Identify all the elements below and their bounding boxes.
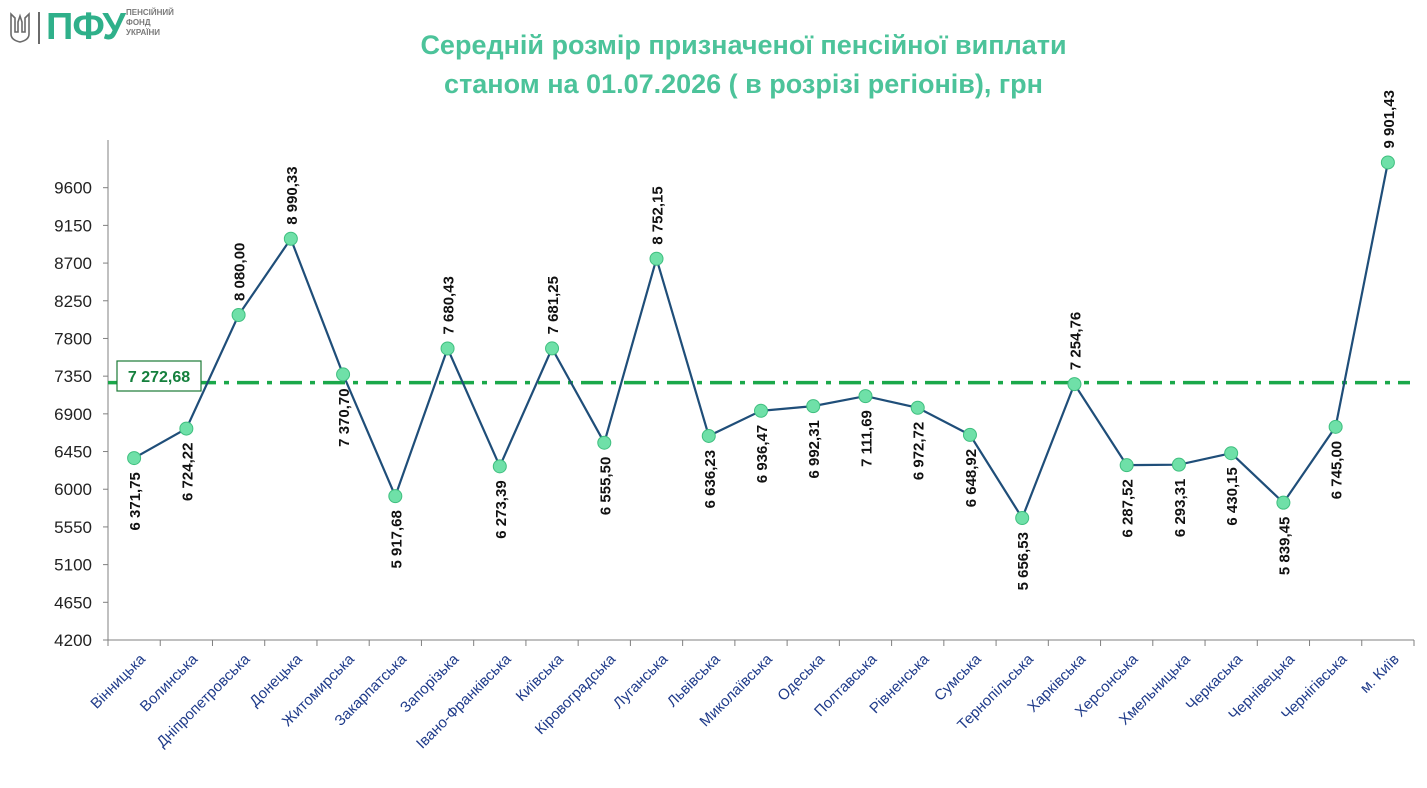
data-label: 7 111,69: [858, 410, 875, 467]
average-label: 7 272,68: [128, 369, 190, 386]
chart-title-line: станом на 01.07.2026 ( в розрізі регіоні…: [444, 69, 1043, 99]
data-point: [1328, 419, 1343, 434]
data-point: [1276, 495, 1291, 510]
data-label: 7 681,25: [545, 276, 562, 334]
y-tick-label: 8250: [54, 292, 92, 311]
data-label: 6 273,39: [493, 480, 510, 538]
logo-subtitle: ПЕНСІЙНИЙ ФОНД УКРАЇНИ: [126, 8, 186, 38]
data-point: [858, 389, 873, 404]
pfu-logo: ПФУ ПЕНСІЙНИЙ ФОНД УКРАЇНИ: [4, 4, 174, 48]
y-tick-label: 4200: [54, 631, 92, 650]
data-point: [754, 403, 768, 418]
data-point: [1224, 446, 1239, 461]
data-point: [701, 428, 716, 443]
data-point: [179, 421, 194, 436]
data-label: 6 724,22: [179, 443, 196, 501]
data-label: 8 752,15: [650, 186, 667, 244]
data-label: 9 901,43: [1381, 90, 1398, 148]
data-point: [1171, 457, 1186, 472]
data-point: [1119, 458, 1134, 473]
x-tick-label: Київська: [513, 650, 568, 705]
data-label: 6 555,50: [597, 457, 614, 515]
data-point: [806, 399, 821, 414]
trident-icon: [10, 12, 30, 43]
y-tick-label: 6900: [54, 405, 92, 424]
data-label: 6 636,23: [702, 450, 719, 508]
data-point: [388, 489, 403, 504]
data-label: 7 370,70: [336, 388, 353, 446]
y-tick-label: 9600: [54, 179, 92, 198]
y-tick-label: 5550: [54, 518, 92, 537]
logo-separator: [38, 12, 40, 44]
y-tick-label: 7350: [54, 367, 92, 386]
x-tick-label: Луганська: [610, 650, 672, 712]
average-label-box: [116, 360, 202, 392]
y-tick-label: 4650: [54, 593, 92, 612]
data-point: [545, 341, 560, 356]
data-label: 6 972,72: [911, 422, 928, 480]
y-tick-label: 5100: [54, 556, 92, 575]
data-label: 7 680,43: [441, 276, 458, 334]
x-tick-label: Одеська: [774, 650, 828, 704]
logo-subtitle-line: УКРАЇНИ: [126, 28, 161, 37]
logo-subtitle-line: ФОНД: [126, 18, 151, 27]
x-tick-label: м. Київ: [1357, 651, 1403, 697]
data-point: [1380, 155, 1395, 170]
data-label: 8 080,00: [232, 243, 249, 301]
data-label: 6 992,31: [806, 420, 823, 478]
data-label: 6 648,92: [963, 449, 980, 507]
data-point: [231, 308, 246, 323]
data-point: [597, 435, 612, 450]
data-point: [440, 341, 455, 356]
y-tick-label: 9150: [54, 216, 92, 235]
data-label: 6 745,00: [1329, 441, 1346, 499]
y-tick-label: 6450: [54, 443, 92, 462]
data-point: [1015, 511, 1030, 526]
x-tick-label: Івано-Франківська: [413, 650, 515, 752]
data-label: 8 990,33: [284, 166, 301, 224]
data-point: [127, 451, 142, 466]
data-label: 6 430,15: [1224, 467, 1241, 525]
data-point: [1067, 377, 1082, 392]
chart-title-line: Середній розмір призначеної пенсійної ви…: [420, 30, 1067, 60]
logo-name: ПФУ: [46, 6, 126, 48]
logo-subtitle-line: ПЕНСІЙНИЙ: [126, 8, 174, 17]
y-tick-label: 7800: [54, 329, 92, 348]
data-label: 5 839,45: [1276, 517, 1293, 575]
data-point: [336, 367, 351, 382]
data-label: 6 293,31: [1172, 479, 1189, 537]
data-label: 6 371,75: [127, 472, 144, 530]
chart-title: Середній розмір призначеної пенсійної ви…: [0, 26, 1427, 104]
data-label: 5 656,53: [1015, 532, 1032, 590]
x-tick-label: Дніпропетровська: [153, 650, 253, 750]
y-tick-label: 6000: [54, 480, 92, 499]
data-point: [962, 427, 977, 442]
data-label: 6 936,47: [754, 425, 771, 483]
data-label: 7 254,76: [1067, 312, 1084, 370]
data-point: [283, 231, 298, 246]
data-point: [910, 400, 925, 415]
data-label: 6 287,52: [1120, 479, 1137, 537]
x-tick-label: Сумська: [931, 650, 985, 704]
data-label: 5 917,68: [388, 510, 405, 568]
y-tick-label: 8700: [54, 254, 92, 273]
data-point: [649, 251, 664, 266]
data-point: [492, 459, 507, 474]
